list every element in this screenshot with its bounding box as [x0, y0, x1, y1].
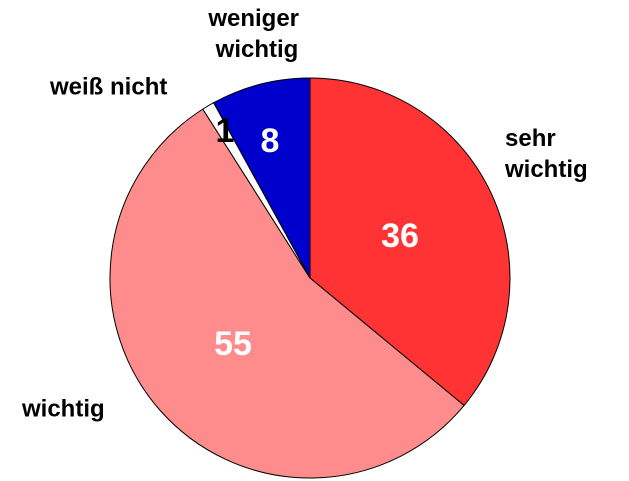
value-label: 8: [261, 122, 280, 160]
value-label: 36: [381, 217, 419, 255]
category-label: weiß nicht: [49, 73, 167, 100]
value-label: 1: [216, 112, 235, 150]
pie-slice: [109, 108, 465, 479]
category-label: weniger wichtig: [207, 5, 305, 63]
category-label: wichtig: [21, 395, 105, 422]
category-label: sehr wichtig: [504, 125, 588, 183]
pie-slice: [212, 77, 311, 279]
pie-slice: [309, 77, 511, 407]
value-label: 55: [214, 325, 252, 363]
